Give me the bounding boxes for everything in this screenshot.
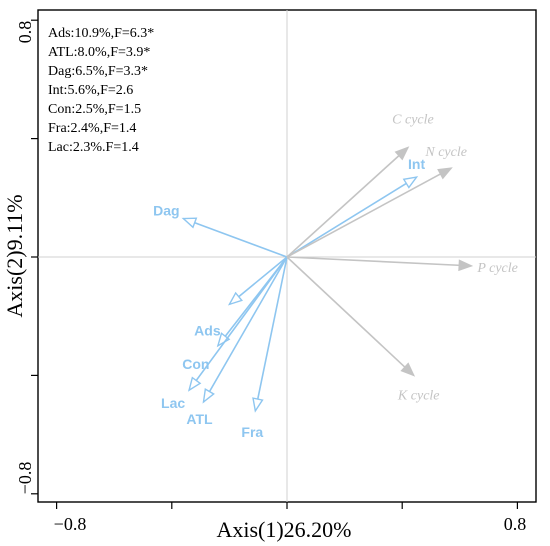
n-cycle-arrowhead xyxy=(437,167,453,180)
dag-label: Dag xyxy=(153,203,179,219)
p-cycle-label: P cycle xyxy=(476,261,518,276)
fra-vector xyxy=(254,256,288,412)
n-cycle-label: N cycle xyxy=(424,145,467,160)
y-axis-label: Axis(2)9.11% xyxy=(2,194,27,317)
stats-line: ATL:8.0%,F=3.9* xyxy=(48,45,150,60)
int-arrowhead xyxy=(402,176,419,189)
stats-line: Fra:2.4%,F=1.4 xyxy=(48,121,136,136)
lac-vector xyxy=(188,256,288,391)
y-tick-max: 0.8 xyxy=(15,21,35,44)
int-label: Int xyxy=(408,156,425,172)
x-tick-min: −0.8 xyxy=(54,514,87,534)
x-tick-max: 0.8 xyxy=(504,514,527,534)
ads-arrowhead xyxy=(227,291,243,306)
fra-label: Fra xyxy=(241,424,263,440)
atl-arrowhead xyxy=(202,388,215,404)
n-cycle-vector xyxy=(286,167,452,258)
stats-line: Con:2.5%,F=1.5 xyxy=(48,102,141,117)
int-vector xyxy=(286,176,418,258)
lac-arrowhead xyxy=(187,376,202,392)
p-cycle-arrowhead xyxy=(458,259,474,272)
p-cycle-vector xyxy=(286,256,472,267)
fra-arrowhead xyxy=(252,397,264,413)
stats-line: Lac:2.3%.F=1.4 xyxy=(48,140,139,155)
stats-line: Dag:6.5%,F=3.3* xyxy=(48,64,148,79)
k-cycle-arrowhead xyxy=(400,362,416,377)
c-cycle-vector xyxy=(286,146,409,258)
c-cycle-arrowhead xyxy=(394,146,410,161)
y-tick-min: −0.8 xyxy=(15,462,35,495)
axis-ticks xyxy=(31,19,519,509)
stats-legend: Ads:10.9%,F=6.3* ATL:8.0%,F=3.9* Dag:6.5%,… xyxy=(48,26,154,155)
dag-arrowhead xyxy=(181,217,198,229)
stats-line: Ads:10.9%,F=6.3* xyxy=(48,26,154,41)
c-cycle-label: C cycle xyxy=(392,112,434,127)
dag-vector xyxy=(183,217,288,258)
ads-label: Ads xyxy=(194,322,221,338)
k-cycle-vector xyxy=(286,256,415,376)
x-axis-label: Axis(1)26.20% xyxy=(216,517,351,542)
stats-line: Int:5.6%,F=2.6 xyxy=(48,83,133,98)
con-label: Con xyxy=(182,356,209,372)
lac-label: Lac xyxy=(161,395,185,411)
k-cycle-label: K cycle xyxy=(397,388,440,403)
atl-vector xyxy=(202,256,288,403)
atl-label: ATL xyxy=(186,411,213,427)
